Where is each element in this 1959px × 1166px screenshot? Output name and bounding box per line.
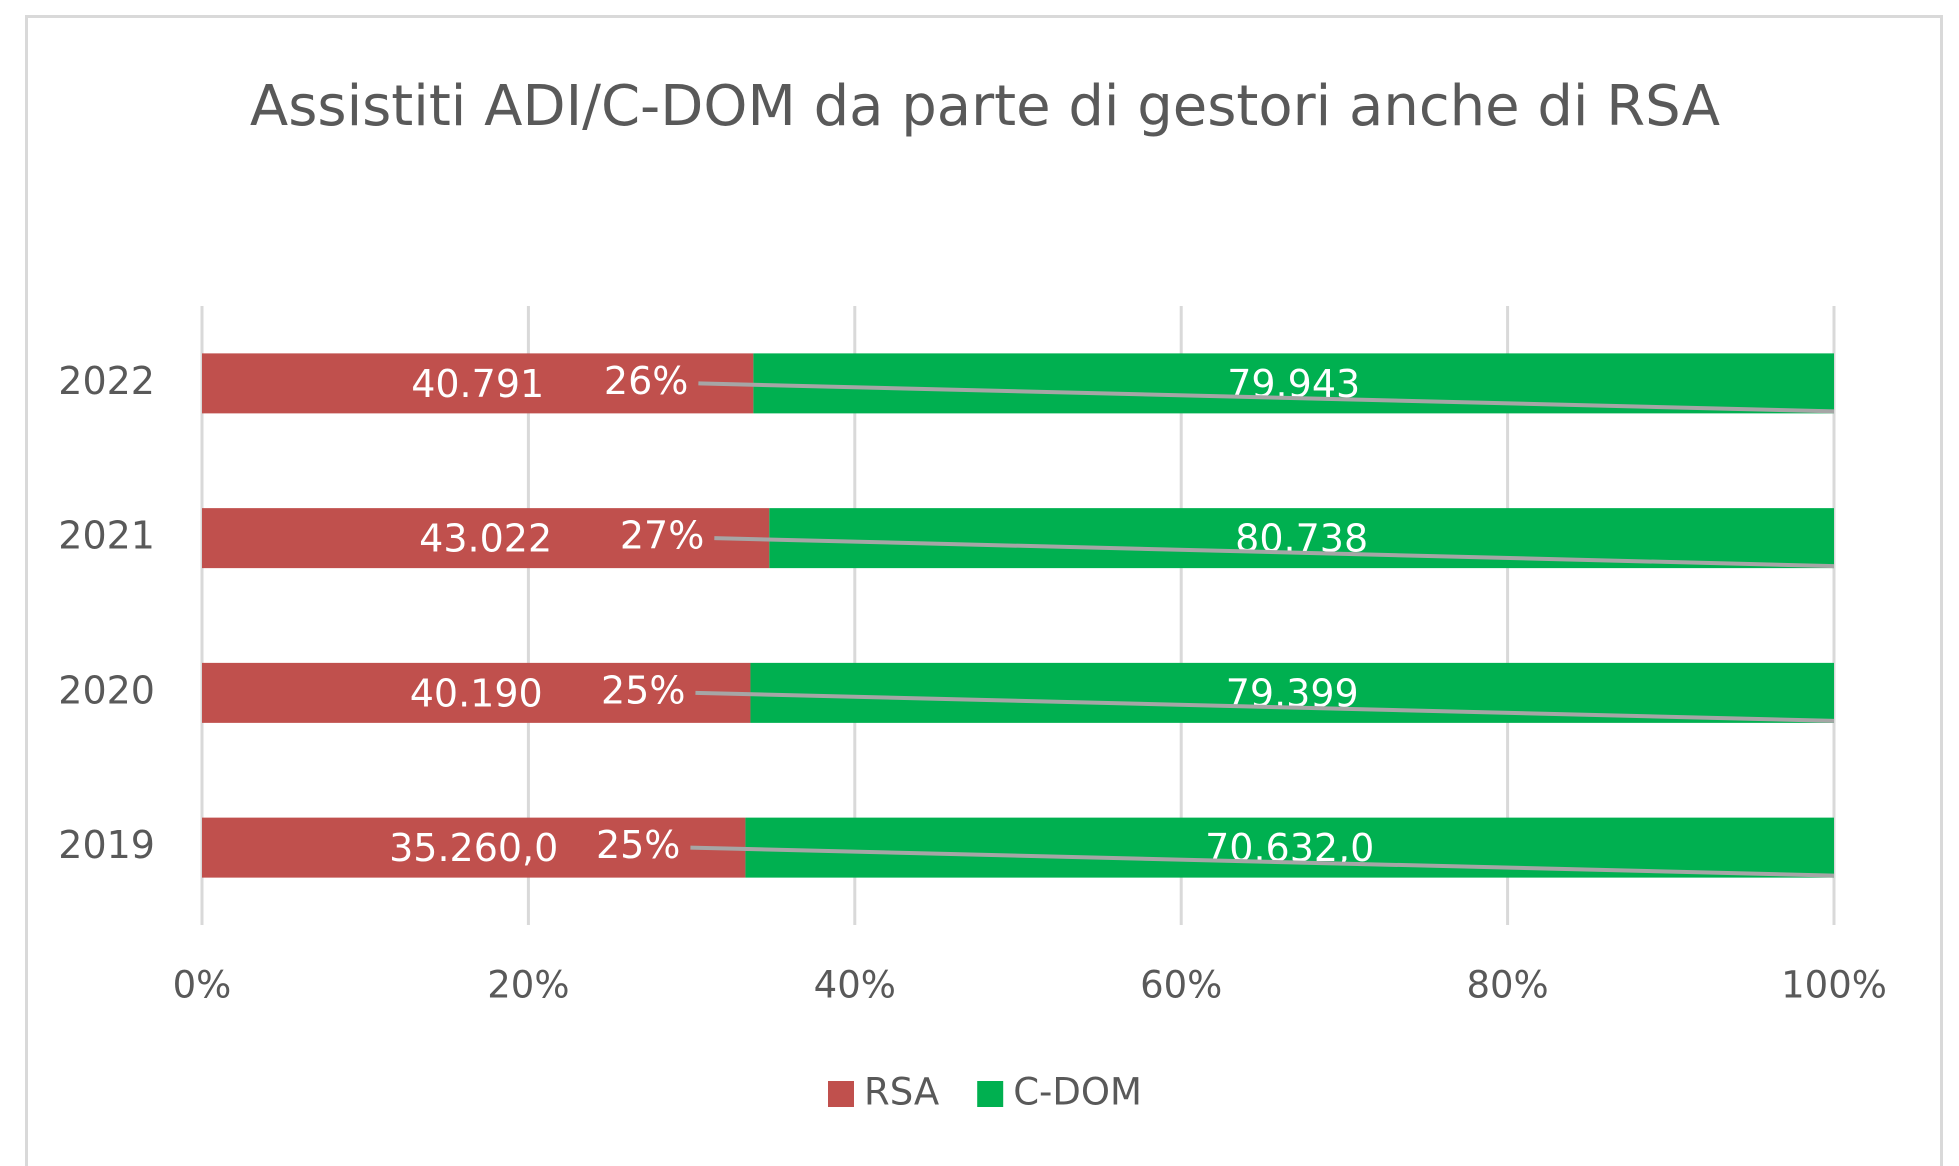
bar-segment (202, 817, 746, 878)
x-tick-label: 60% (1140, 964, 1222, 1007)
data-label: 35.260,0 (389, 826, 558, 870)
x-tick-label: 80% (1466, 964, 1548, 1007)
leader-line (690, 845, 1835, 878)
y-tick-label: 2021 (58, 514, 155, 558)
bar-segment (202, 353, 754, 414)
data-label: 40.190 (410, 671, 543, 715)
bar-segment (202, 508, 770, 569)
x-tick-label: 0% (173, 964, 232, 1007)
chart-title: Assistiti ADI/C-DOM da parte di gestori … (249, 74, 1721, 139)
bar-segment (202, 662, 751, 723)
data-label: 43.022 (419, 517, 552, 561)
leader-line (695, 690, 1835, 723)
legend-label: C-DOM (1013, 1071, 1142, 1114)
x-tick-label: 40% (814, 964, 896, 1007)
leader-line (714, 536, 1835, 569)
percent-label: 27% (620, 514, 704, 558)
chart-frame (25, 15, 1943, 1166)
percent-label: 26% (604, 359, 688, 403)
y-tick-label: 2020 (58, 668, 155, 712)
leader-line (698, 381, 1835, 414)
x-tick-label: 20% (487, 964, 569, 1007)
legend-swatch (977, 1081, 1004, 1107)
bar-segment (745, 817, 1835, 878)
bar-segment (769, 508, 1835, 569)
legend-swatch (828, 1081, 854, 1107)
bar-segment (750, 662, 1835, 723)
legend-label: RSA (864, 1071, 939, 1114)
data-label: 40.791 (411, 362, 544, 406)
y-tick-label: 2019 (58, 823, 155, 867)
percent-label: 25% (596, 823, 680, 867)
x-tick-label: 100% (1781, 964, 1887, 1007)
bar-segment (753, 353, 1834, 414)
percent-label: 25% (601, 668, 685, 712)
y-tick-label: 2022 (58, 359, 155, 403)
